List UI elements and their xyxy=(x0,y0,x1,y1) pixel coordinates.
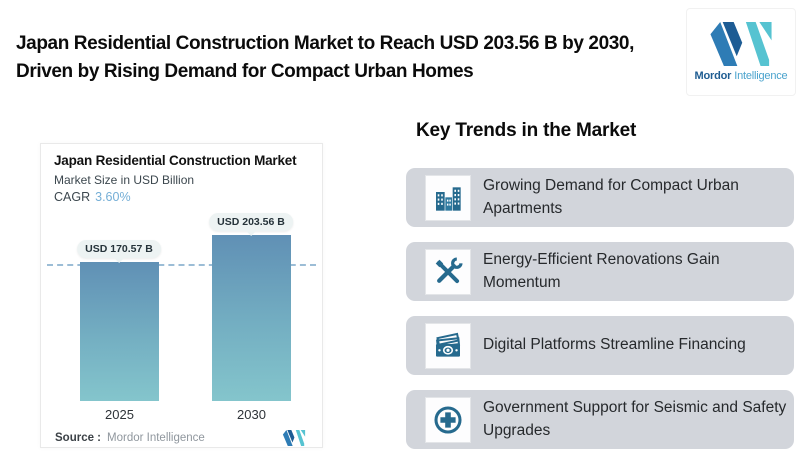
trend-card-financing: Digital Platforms Streamline Financing xyxy=(406,316,794,375)
tools-icon xyxy=(435,256,464,283)
cagr-label: CAGR xyxy=(54,190,91,204)
brand-logo: Mordor Intelligence xyxy=(686,8,796,96)
trends-heading: Key Trends in the Market xyxy=(416,120,637,141)
icon-box xyxy=(425,248,471,295)
icon-box xyxy=(425,174,471,221)
trend-label: Digital Platforms Streamline Financing xyxy=(483,336,746,354)
mordor-m-icon xyxy=(282,430,306,446)
source-value: Mordor Intelligence xyxy=(107,432,205,444)
source-row: Source : Mordor Intelligence xyxy=(55,430,308,446)
market-chart-card: Japan Residential Construction Market Ma… xyxy=(40,143,323,448)
mordor-m-icon xyxy=(710,22,772,66)
brand-name-light: Intelligence xyxy=(734,70,788,82)
buildings-icon xyxy=(436,186,461,211)
x-tick-2025: 2025 xyxy=(105,407,134,422)
bar-2025 xyxy=(80,262,159,401)
chart-subtitle: Market Size in USD Billion xyxy=(54,173,195,187)
trend-card-seismic-safety: Government Support for Seismic and Safet… xyxy=(406,390,794,449)
chart-title: Japan Residential Construction Market xyxy=(54,153,297,168)
brand-name: Mordor Intelligence xyxy=(695,70,788,82)
bar-2030 xyxy=(212,235,291,401)
cagr-value: 3.60% xyxy=(95,190,131,204)
source-label: Source : xyxy=(55,432,102,444)
icon-box xyxy=(425,396,471,443)
banknotes-icon xyxy=(436,332,461,357)
icon-box xyxy=(425,322,471,369)
brand-name-bold: Mordor xyxy=(694,70,732,82)
trend-label: Energy-Efficient Renovations Gain Moment… xyxy=(483,251,720,291)
trend-label: Growing Demand for Compact Urban Apartme… xyxy=(483,177,739,217)
trend-label: Government Support for Seismic and Safet… xyxy=(483,399,787,439)
x-tick-2030: 2030 xyxy=(237,407,266,422)
page-title: Japan Residential Construction Market to… xyxy=(16,33,634,82)
plus-circle-icon xyxy=(434,405,462,434)
trend-card-renovations: Energy-Efficient Renovations Gain Moment… xyxy=(406,242,794,301)
value-label-2025: USD 170.57 B xyxy=(77,240,161,258)
cagr-line: CAGR 3.60% xyxy=(54,190,131,204)
trend-card-compact-apartments: Growing Demand for Compact Urban Apartme… xyxy=(406,168,794,227)
dashed-reference-line xyxy=(47,264,316,266)
value-label-2030: USD 203.56 B xyxy=(209,213,293,231)
